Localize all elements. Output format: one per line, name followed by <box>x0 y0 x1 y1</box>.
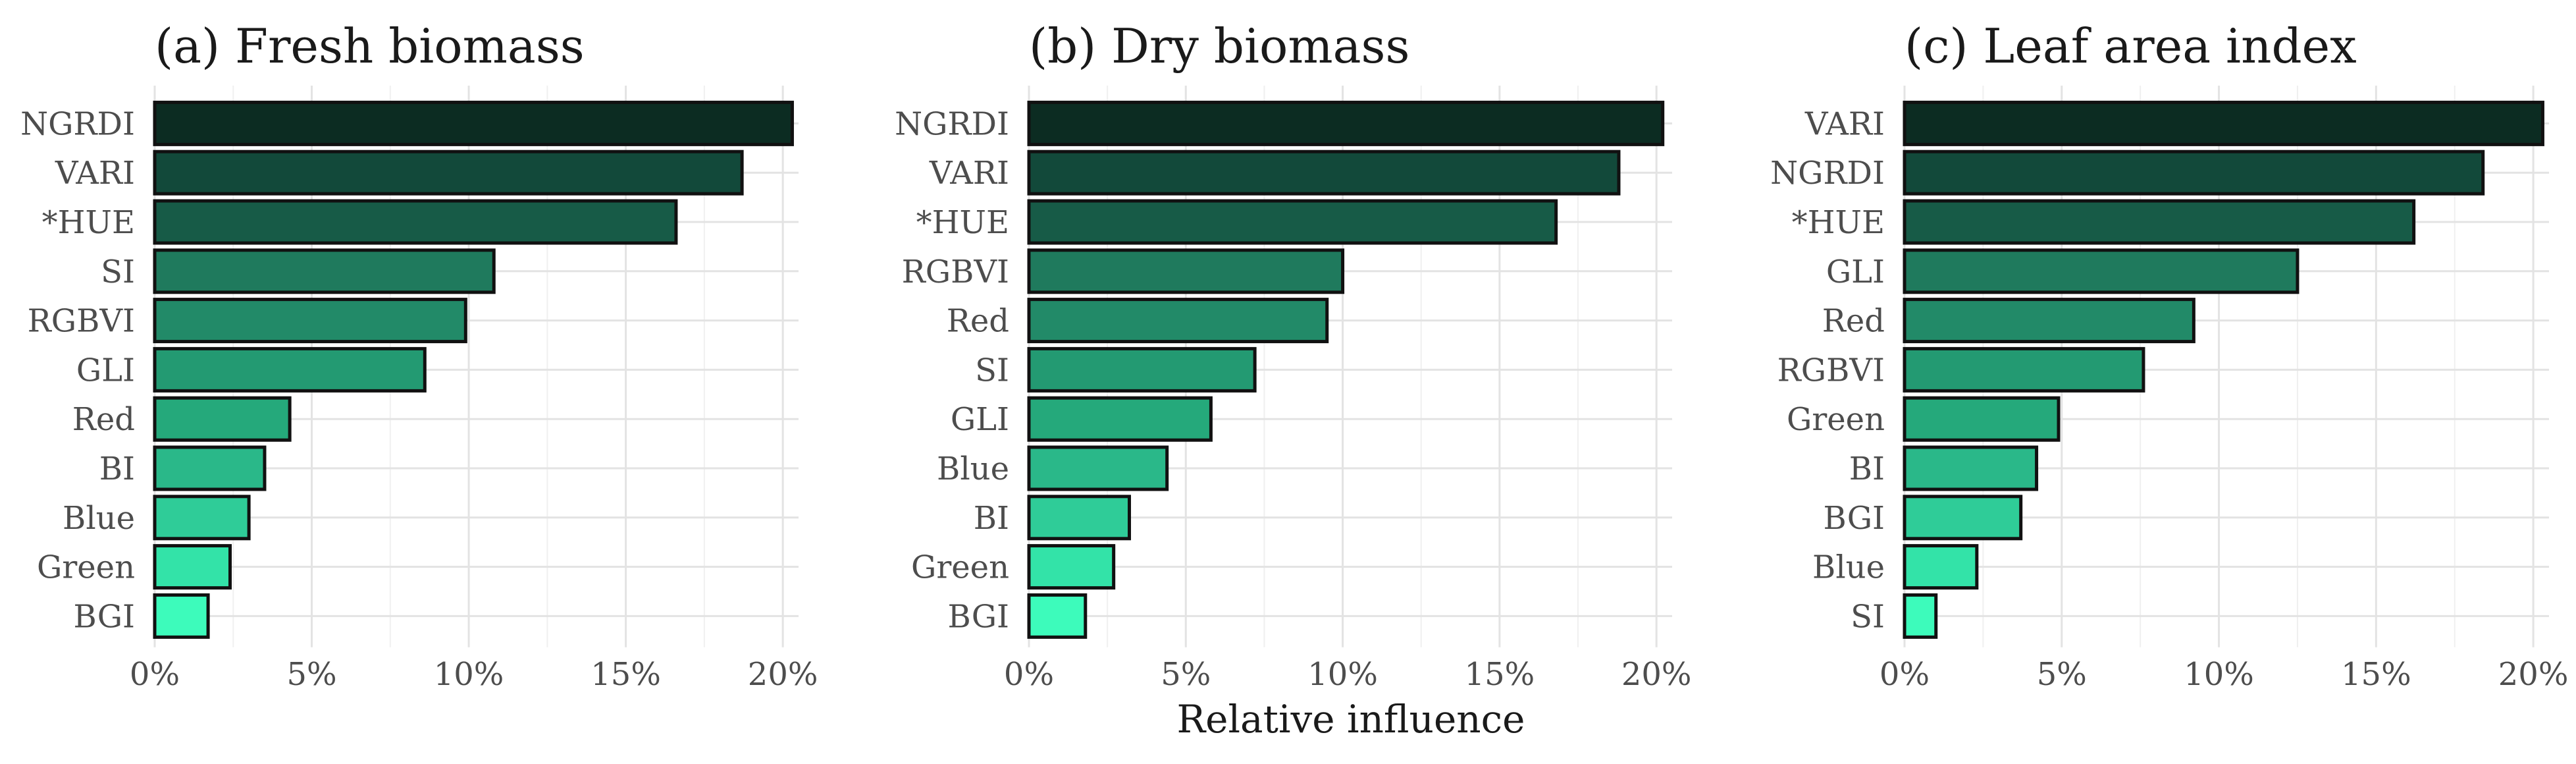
category-label: BI <box>99 450 135 487</box>
category-label: Green <box>911 549 1009 586</box>
category-label: RGBVI <box>902 254 1009 290</box>
panels: (a) Fresh biomass NGRDI VARI *HUE SI RGBVI GLI… <box>20 18 2568 693</box>
bar <box>1027 199 1558 245</box>
category-label: BI <box>1849 450 1885 487</box>
bar <box>1903 346 2145 393</box>
x-axis-label: Relative influence <box>1177 697 1525 742</box>
category-label: Red <box>72 401 135 438</box>
category-label: NGRDI <box>1770 155 1885 192</box>
x-tick-label: 0% <box>1004 656 1054 693</box>
bar <box>1027 298 1329 344</box>
bar <box>1903 298 2195 344</box>
bar <box>1903 199 2416 245</box>
bar <box>1027 495 1132 541</box>
x-tick-label: 10% <box>2184 656 2254 693</box>
x-tick-label: 20% <box>1621 656 1692 693</box>
x-tick-label: 15% <box>2341 656 2411 693</box>
category-label: Red <box>947 303 1009 340</box>
bar <box>1027 544 1116 590</box>
x-tick-label: 20% <box>748 656 818 693</box>
x-tick-label: 0% <box>1879 656 1930 693</box>
category-label: *HUE <box>916 204 1009 241</box>
bar <box>153 346 427 393</box>
bar <box>1027 150 1621 196</box>
x-tick-label: 5% <box>286 656 336 693</box>
bar <box>1903 445 2039 491</box>
bar <box>1903 150 2485 196</box>
x-tick-label: 0% <box>130 656 180 693</box>
category-label: GLI <box>951 401 1009 438</box>
category-label: BGI <box>1824 500 1885 537</box>
bar <box>153 396 292 442</box>
bar <box>1903 593 1938 639</box>
bar <box>1027 248 1345 294</box>
category-label: BGI <box>74 598 135 635</box>
category-label: RGBVI <box>28 303 135 340</box>
category-label: Green <box>37 549 135 586</box>
category-label: NGRDI <box>895 105 1009 142</box>
x-tick-label: 15% <box>1465 656 1535 693</box>
category-label: VARI <box>55 155 135 192</box>
bar <box>1027 396 1213 442</box>
bar <box>1903 100 2544 146</box>
category-label: Blue <box>937 450 1009 487</box>
category-label: BGI <box>948 598 1009 635</box>
panel-title: (b) Dry biomass <box>1029 18 1409 74</box>
category-label: *HUE <box>42 204 135 241</box>
category-label: GLI <box>1826 254 1885 290</box>
bar <box>1903 248 2300 294</box>
bar <box>1027 346 1257 393</box>
category-label: BI <box>974 500 1009 537</box>
bar <box>1027 100 1665 146</box>
panel-2: (b) Dry biomass NGRDI VARI *HUE RGBVI Red SI GL… <box>895 18 1691 693</box>
bar <box>1027 593 1088 639</box>
bar <box>153 445 267 491</box>
bar <box>153 544 232 590</box>
panel-title: (c) Leaf area index <box>1905 18 2357 74</box>
category-label: GLI <box>76 352 135 389</box>
bar <box>153 593 210 639</box>
category-label: SI <box>1851 598 1885 635</box>
x-tick-label: 20% <box>2498 656 2569 693</box>
category-label: Blue <box>1812 549 1885 586</box>
bar <box>1027 445 1169 491</box>
bar <box>153 248 496 294</box>
category-label: SI <box>975 352 1009 389</box>
category-label: Red <box>1822 303 1885 340</box>
category-label: Green <box>1787 401 1885 438</box>
bar <box>1903 544 1979 590</box>
bar <box>153 100 794 146</box>
bar <box>1903 396 2061 442</box>
category-label: VARI <box>1804 105 1885 142</box>
bar <box>153 298 467 344</box>
panel-3: (c) Leaf area index VARI NGRDI *HUE GLI Red RG… <box>1770 18 2568 693</box>
x-tick-label: 10% <box>1307 656 1378 693</box>
category-label: NGRDI <box>20 105 135 142</box>
x-tick-label: 15% <box>591 656 661 693</box>
category-label: *HUE <box>1792 204 1885 241</box>
bar <box>153 495 251 541</box>
category-label: VARI <box>929 155 1009 192</box>
bar <box>153 150 744 196</box>
bar <box>153 199 678 245</box>
x-tick-label: 5% <box>2037 656 2087 693</box>
panel-title: (a) Fresh biomass <box>155 18 585 74</box>
x-tick-label: 5% <box>1161 656 1211 693</box>
bar <box>1903 495 2023 541</box>
category-label: RGBVI <box>1777 352 1885 389</box>
category-label: Blue <box>63 500 135 537</box>
panel-1: (a) Fresh biomass NGRDI VARI *HUE SI RGBVI GLI… <box>20 18 818 693</box>
category-label: SI <box>101 254 135 290</box>
x-tick-label: 10% <box>434 656 504 693</box>
